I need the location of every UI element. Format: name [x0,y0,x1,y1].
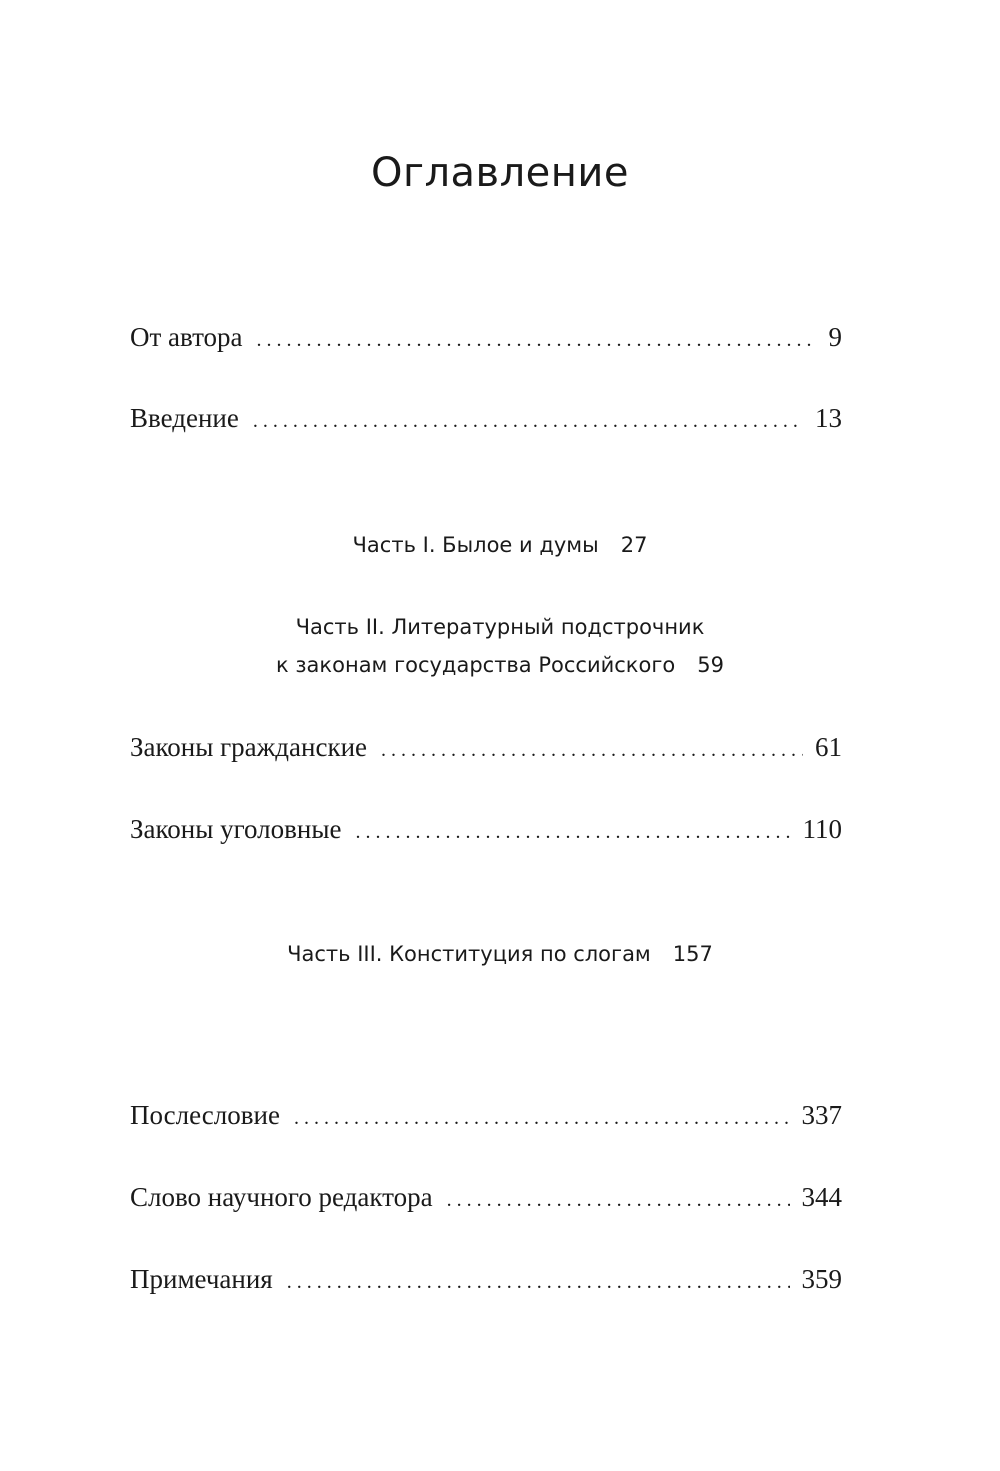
toc-entry[interactable]: От автора 9 [130,322,842,353]
dot-leader [447,1189,790,1212]
dot-leader [257,329,817,352]
dot-leader [253,410,803,433]
toc-entry[interactable]: Законы гражданские 61 [130,732,842,763]
dot-leader [287,1271,790,1294]
toc-entry[interactable]: Примечания 359 [130,1264,842,1295]
toc-entry[interactable]: Слово научного редактора 344 [130,1182,842,1213]
toc-entry-page: 61 [815,732,842,762]
part-label-line2: к законам государства Российского [276,653,676,677]
dot-leader [381,739,803,762]
toc-entry-page: 110 [802,814,843,844]
part-page: 59 [697,653,724,677]
toc-entry[interactable]: Введение 13 [130,403,842,434]
part-label: Часть I. Былое и думы [352,533,599,557]
toc-entry-label: Законы уголовные [130,814,342,844]
toc-entry-page: 9 [828,322,843,352]
part-heading-2[interactable]: Часть II. Литературный подстрочник к зак… [0,608,1000,684]
part-page: 157 [672,942,713,966]
toc-entry-page: 337 [801,1100,843,1130]
part-page: 27 [620,533,648,557]
toc-entry-label: Примечания [130,1264,273,1294]
page-title: Оглавление [370,150,630,196]
dot-leader [355,821,790,844]
toc-entry-label: От автора [130,322,243,352]
toc-entry-label: Послесловие [130,1100,280,1130]
dot-leader [294,1107,790,1130]
toc-entry-label: Законы гражданские [130,732,368,762]
toc-entry-page: 359 [801,1264,843,1294]
toc-entry[interactable]: Послесловие 337 [130,1100,842,1131]
part-heading-3[interactable]: Часть III. Конституция по слогам 157 [0,935,1000,973]
toc-entry-page: 344 [801,1182,843,1212]
toc-entry[interactable]: Законы уголовные 110 [130,814,842,845]
part-label: Часть III. Конституция по слогам [287,942,651,966]
toc-entry-label: Слово научного редактора [130,1182,433,1212]
toc-entry-label: Введение [130,403,239,433]
toc-entry-page: 13 [815,403,842,433]
part-heading-1[interactable]: Часть I. Былое и думы 27 [0,526,1000,564]
part-label-line1: Часть II. Литературный подстрочник [295,615,705,639]
